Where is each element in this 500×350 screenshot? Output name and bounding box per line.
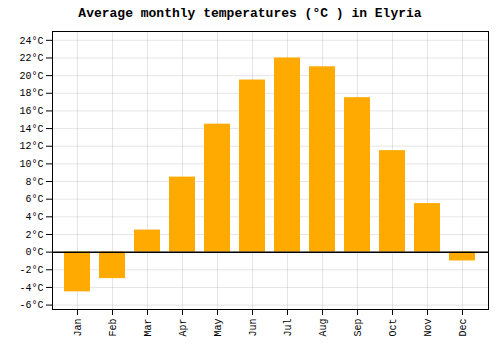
svg-text:Sep: Sep <box>353 319 364 337</box>
html-text:Average monthly temperatures (: Average monthly temperatures (°C ) in El… <box>78 6 422 21</box>
svg-text:8°C: 8°C <box>25 177 43 188</box>
svg-text:20°C: 20°C <box>19 71 43 82</box>
svg-text:4°C: 4°C <box>25 212 43 223</box>
svg-text:-6°C: -6°C <box>19 300 43 311</box>
svg-text:Mar: Mar <box>143 319 154 337</box>
svg-text:May: May <box>213 319 224 337</box>
svg-text:12°C: 12°C <box>19 141 43 152</box>
svg-text:Aug: Aug <box>318 319 329 337</box>
svg-text:Feb: Feb <box>108 319 119 337</box>
svg-text:-4°C: -4°C <box>19 283 43 294</box>
svg-text:18°C: 18°C <box>19 88 43 99</box>
svg-text:10°C: 10°C <box>19 159 43 170</box>
svg-text:-2°C: -2°C <box>19 265 43 276</box>
svg-text:Jun: Jun <box>248 319 259 337</box>
svg-text:2°C: 2°C <box>25 230 43 241</box>
svg-text:Apr: Apr <box>178 319 189 337</box>
svg-text:Jan: Jan <box>73 319 84 337</box>
svg-text:6°C: 6°C <box>25 194 43 205</box>
svg-text:Nov: Nov <box>423 319 434 337</box>
svg-text:22°C: 22°C <box>19 53 43 64</box>
svg-text:14°C: 14°C <box>19 124 43 135</box>
svg-text:16°C: 16°C <box>19 106 43 117</box>
svg-text:Oct: Oct <box>388 319 399 337</box>
svg-text:Dec: Dec <box>458 319 469 337</box>
svg-text:0°C: 0°C <box>25 247 43 258</box>
svg-text:24°C: 24°C <box>19 36 43 47</box>
svg-text:Jul: Jul <box>283 319 294 337</box>
